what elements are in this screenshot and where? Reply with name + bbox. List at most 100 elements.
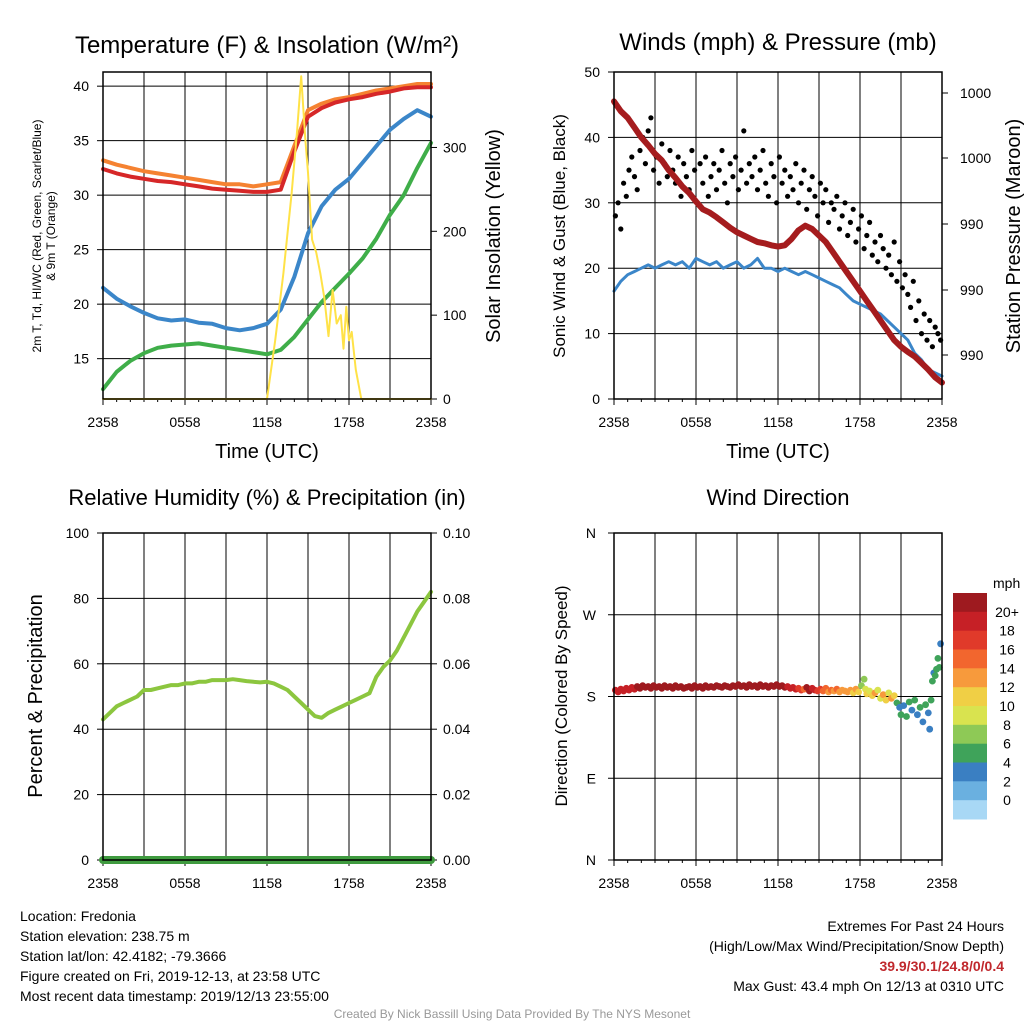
x-tick-label: 1758	[333, 414, 364, 430]
legend-swatch	[953, 743, 987, 763]
y2-axis-label: Solar Insolation (Yellow)	[483, 129, 505, 343]
extremes-values: 39.9/30.1/24.8/0/0.4	[879, 958, 1004, 974]
gust-point	[899, 285, 906, 291]
y2-tick-label: 0.06	[443, 656, 470, 672]
gust-point	[850, 206, 856, 212]
legend-label: 20+	[995, 604, 1019, 620]
legend-swatch	[953, 611, 987, 632]
x-tick-label: 2358	[598, 875, 629, 891]
y-axis-label: Percent & Precipitation	[25, 594, 47, 797]
gust-point	[631, 174, 638, 180]
x-tick-label: 1158	[763, 875, 793, 891]
legend-swatch	[953, 724, 987, 745]
y2-tick-label: 0.04	[443, 721, 470, 737]
gust-point	[897, 259, 903, 265]
y-tick-label: 0	[592, 391, 600, 407]
gust-point	[692, 167, 698, 173]
gust-point	[823, 187, 829, 193]
gust-point	[719, 147, 725, 154]
extremes-box: Extremes For Past 24 Hours (High/Low/Max…	[709, 916, 1004, 996]
direction-point	[860, 675, 868, 683]
y-tick-label: 50	[584, 64, 600, 80]
direction-point	[922, 701, 929, 709]
humidity-line	[101, 589, 433, 722]
gust-point	[812, 193, 818, 199]
y2-tick-label: 1000	[960, 85, 991, 101]
chart-title: Wind Direction	[706, 485, 849, 510]
gust-point	[806, 187, 813, 193]
y-tick-label: 30	[584, 195, 600, 211]
direction-point	[900, 702, 908, 709]
gust-point	[757, 167, 763, 173]
gust-point	[877, 232, 884, 239]
gust-point	[853, 239, 859, 245]
y-tick-label: 35	[73, 133, 89, 149]
gust-point	[793, 161, 799, 167]
y2-tick-label: 1000	[960, 150, 991, 166]
y-tick-label: 60	[73, 656, 89, 672]
legend-swatch	[953, 687, 987, 707]
gust-point	[648, 115, 654, 121]
gust-point	[738, 167, 744, 173]
y-tick-label: 0	[81, 852, 89, 868]
gust-point	[733, 154, 739, 160]
figure-created: Figure created on Fri, 2019-12-13, at 23…	[20, 968, 321, 984]
gust-point	[656, 180, 662, 186]
gust-point	[776, 154, 783, 160]
y2-tick-label: 0.10	[443, 525, 470, 541]
x-tick-label: 2358	[415, 875, 446, 891]
winds-pressure-chart: Winds (mph) & Pressure (mb) 2358 0558 1158 1…	[550, 29, 1024, 463]
y-tick-label: 40	[584, 129, 600, 145]
series-line-yellow	[102, 75, 432, 400]
y2-tick-label: 990	[960, 216, 984, 232]
direction-point	[919, 718, 927, 726]
y-tick-label: 25	[73, 242, 89, 258]
y2-tick-label: 0.02	[443, 787, 470, 803]
series-line-blue	[101, 108, 433, 333]
x-tick-label: 1158	[763, 414, 793, 430]
gust-point	[913, 317, 919, 324]
y2-tick-label: 990	[960, 282, 984, 298]
gust-point	[875, 259, 881, 265]
y-tick-label: W	[583, 607, 597, 623]
gust-point	[705, 193, 711, 199]
gust-point	[905, 291, 911, 297]
legend-label: 8	[1003, 717, 1011, 733]
y-tick-label: S	[587, 689, 596, 705]
gust-point	[651, 167, 657, 173]
y-tick-label: 20	[73, 787, 89, 803]
plot-border	[613, 71, 943, 400]
y-tick-label: 100	[66, 525, 90, 541]
direction-point	[937, 640, 944, 648]
y-axis-label-line1: 2m T, Td, HI/WC (Red, Green, Scarlet/Blu…	[30, 120, 44, 353]
y-tick-label: 20	[584, 260, 600, 276]
gust-point	[683, 174, 690, 180]
gust-point	[856, 226, 862, 232]
direction-point	[879, 691, 887, 699]
gust-point	[645, 128, 651, 134]
gust-point	[735, 187, 742, 193]
gust-point	[883, 265, 889, 271]
x-tick-label: 0558	[680, 875, 711, 891]
gust-point	[741, 128, 747, 134]
gust-point	[664, 174, 670, 180]
gust-point	[713, 187, 720, 193]
gust-point	[711, 161, 717, 167]
x-tick-label: 1158	[252, 875, 282, 891]
legend-swatch	[953, 649, 987, 669]
legend-label: 16	[999, 642, 1015, 658]
y2-tick-label: 300	[443, 139, 467, 155]
x-tick-label: 1758	[844, 875, 875, 891]
gust-point	[749, 174, 755, 180]
y-tick-label: 40	[73, 721, 89, 737]
legend-label: 10	[999, 698, 1015, 714]
gust-point	[623, 193, 629, 199]
x-tick-label: 2358	[598, 414, 629, 430]
chart-title: Winds (mph) & Pressure (mb)	[619, 29, 936, 56]
y-tick-label: 80	[73, 590, 89, 606]
direction-point	[874, 686, 882, 694]
legend-swatch	[953, 593, 987, 613]
gust-point	[910, 278, 916, 284]
chart-title: Relative Humidity (%) & Precipitation (i…	[68, 485, 465, 510]
